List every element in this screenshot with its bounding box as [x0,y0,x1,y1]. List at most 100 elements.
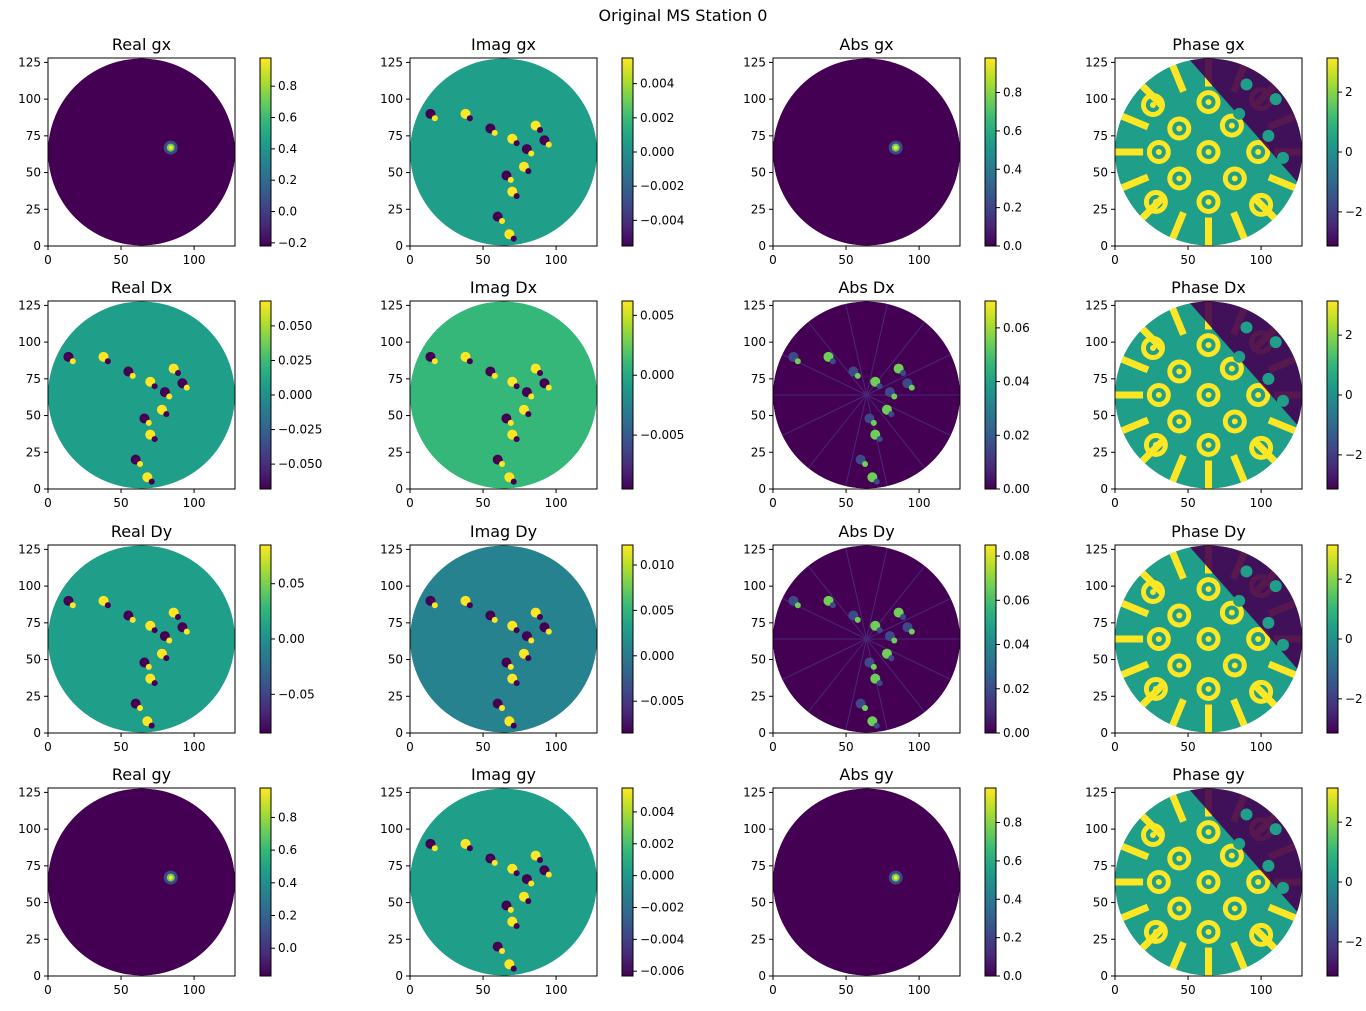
phase-spoke [1230,454,1248,483]
y-tick-label: 0 [395,482,403,496]
speckle-spot [175,613,182,620]
x-tick-label: 100 [545,983,568,997]
speckle-spot [137,461,144,468]
phase-core [1228,122,1235,129]
subplot-title: Real gx [112,35,171,54]
axes-frame [409,787,598,977]
phase-spoke [1267,416,1297,435]
y-tick-label: 100 [380,822,403,836]
x-tick-label: 100 [545,496,568,510]
speckle-spot [499,461,506,468]
ripple-line [866,547,888,640]
colorbar-tick-label: 0.6 [1003,124,1022,138]
x-tick-label: 50 [113,740,128,754]
colorbar-tick-label: 0.08 [1003,549,1030,563]
phase-ring [1262,859,1275,872]
y-tick-label: 0 [1100,239,1108,253]
phase-spoke [1139,326,1165,352]
ripple-line [782,638,867,681]
speckle-spot [528,880,535,887]
subplot-title: Imag Dy [470,522,537,541]
x-tick-label: 50 [475,740,490,754]
speckle-spot [507,176,514,183]
speckle-spot [104,602,111,609]
phase-core [1205,636,1212,642]
speckle-spot [151,436,158,443]
y-tick-label: 50 [1093,409,1108,423]
phase-ring [1277,151,1290,164]
subplot-8: Real Dy 0 50 100 0 25 50 75 100 125 −0.05 0.00 0.05 [18,522,315,754]
y-tick-label: 100 [18,579,41,593]
y-tick-label: 125 [18,55,41,69]
x-tick-label: 100 [1250,253,1273,267]
peak-core [168,875,173,880]
y-tick-label: 50 [1093,653,1108,667]
x-tick-label: 50 [838,253,853,267]
colorbar-tick-label: 0.05 [278,577,305,591]
subplot-title: Imag gy [471,765,536,784]
speckle-spot [876,627,883,634]
x-tick-label: 0 [44,496,52,510]
speckle-spot [499,218,506,225]
speckle-spot [163,655,170,662]
speckle-spot [829,358,836,365]
x-tick-label: 50 [838,496,853,510]
subplot-3: Phase gx 0 50 100 0 25 50 75 100 125 −2 0 2 [1085,35,1363,267]
x-tick-label: 50 [475,983,490,997]
phase-spoke [1120,173,1150,192]
speckle-spot [491,859,498,866]
colorbar-tick-label: −0.05 [278,687,315,701]
colorbar-tick-label: 0.2 [278,173,297,187]
phase-wrap-wedge [1188,545,1302,675]
phase-wrap-wedge [1188,58,1302,188]
subplot-title: Real gy [112,765,171,784]
colorbar [984,544,997,734]
phase-core [1255,149,1262,155]
phase-core [1205,392,1212,398]
heatmap-disk [1115,58,1302,246]
y-tick-label: 25 [751,445,766,459]
y-tick-label: 25 [388,689,403,703]
y-tick-label: 75 [26,372,41,386]
axes-frame [47,300,236,490]
y-tick-label: 50 [751,409,766,423]
speckle-spot [537,613,544,620]
y-tick-label: 100 [1085,92,1108,106]
heatmap-disk [48,58,235,246]
colorbar-tick-label: 0.6 [278,843,297,857]
speckle-spot [528,150,535,157]
phase-core [1205,99,1212,106]
ripple-line [866,394,926,469]
colorbar-tick-label: −0.006 [640,964,684,978]
axes-frame [47,544,236,734]
x-tick-label: 0 [406,253,414,267]
phase-core [1205,879,1212,885]
colorbar-tick-label: 0.00 [278,632,305,646]
speckle-spot [525,898,532,905]
speckle-spot [507,906,514,913]
x-tick-label: 0 [44,983,52,997]
phase-core [1149,102,1156,108]
phase-spoke [1169,941,1187,970]
colorbar-tick-label: 0.0 [1003,239,1022,253]
y-tick-label: 75 [388,129,403,143]
y-tick-label: 125 [380,542,403,556]
phase-ring [1269,336,1282,349]
phase-core [1149,589,1156,595]
y-tick-label: 75 [1093,129,1108,143]
y-tick-label: 25 [751,689,766,703]
ripple-line [807,638,867,713]
subplot-title: Phase Dy [1171,522,1246,541]
speckle-spot [510,965,517,972]
phase-ring [1240,808,1253,821]
y-tick-label: 50 [388,896,403,910]
axes-frame [772,57,961,247]
subplot-title: Phase gx [1172,35,1244,54]
x-tick-label: 50 [475,496,490,510]
x-tick-label: 0 [44,740,52,754]
y-tick-label: 75 [388,859,403,873]
phase-core [1149,345,1156,351]
heatmap-disk [410,788,597,976]
heatmap-disk [48,301,235,489]
phase-core [1205,149,1212,155]
